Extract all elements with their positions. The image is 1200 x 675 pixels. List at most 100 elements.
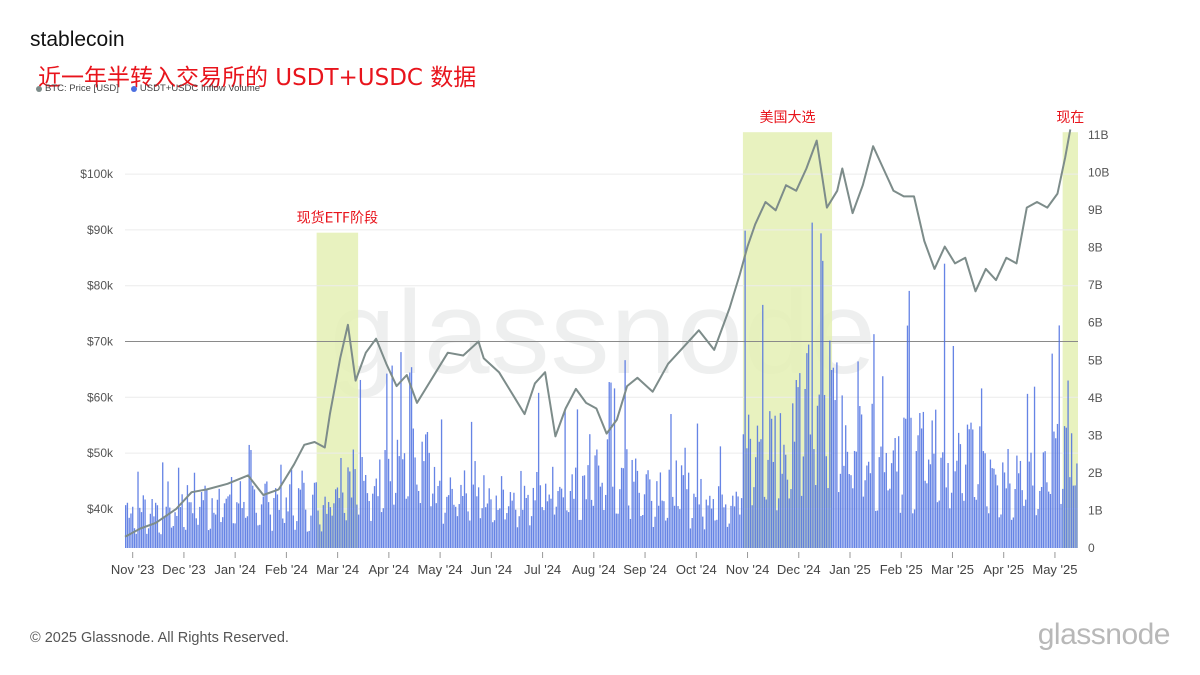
inflow-bar: [423, 461, 425, 548]
inflow-bar: [567, 512, 570, 548]
inflow-bar: [297, 488, 300, 548]
inflow-bar: [837, 492, 840, 548]
inflow-bar: [327, 502, 330, 548]
inflow-bar: [1017, 473, 1020, 548]
inflow-bar: [389, 481, 392, 548]
inflow-bar: [1014, 489, 1016, 548]
inflow-bar: [359, 379, 362, 548]
inflow-bar: [673, 505, 676, 548]
inflow-bar: [786, 479, 789, 548]
inflow-bar: [215, 514, 217, 548]
inflow-bar: [317, 510, 319, 548]
inflow-bar: [255, 512, 257, 548]
inflow-bar: [642, 515, 644, 548]
inflow-bar: [384, 450, 386, 548]
inflow-bar: [236, 502, 238, 548]
inflow-bar: [668, 469, 670, 548]
inflow-bar: [155, 502, 157, 548]
inflow-bar: [601, 482, 603, 548]
inflow-bar: [276, 494, 279, 548]
annotation-label: 现在: [1056, 110, 1084, 126]
inflow-bar: [776, 510, 778, 548]
inflow-bar: [931, 420, 933, 548]
inflow-bar: [972, 429, 974, 548]
inflow-bar: [273, 498, 275, 548]
inflow-bar: [130, 513, 132, 548]
inflow-bar: [737, 496, 739, 548]
y-right-tick-label: 0: [1088, 541, 1095, 555]
inflow-bar: [485, 507, 487, 548]
inflow-bar: [313, 482, 316, 548]
inflow-bar: [373, 486, 376, 548]
y-left-tick-label: $90k: [87, 223, 114, 237]
inflow-bar: [629, 518, 632, 548]
legend-item-inflow-volume[interactable]: USDT+USDC Inflow Volume: [130, 83, 260, 94]
inflow-bar: [1025, 499, 1027, 548]
inflow-bar: [230, 477, 233, 548]
inflow-bar: [380, 512, 383, 548]
inflow-bar: [1012, 517, 1015, 548]
inflow-bar: [222, 517, 224, 548]
inflow-bar: [723, 507, 725, 548]
inflow-bar: [541, 507, 543, 548]
inflow-bar: [428, 452, 430, 548]
inflow-bar: [753, 487, 755, 548]
inflow-bar: [597, 465, 600, 548]
inflow-bar: [901, 494, 903, 548]
inflow-bar: [968, 429, 970, 548]
inflow-bar: [942, 452, 944, 548]
inflow-bar: [292, 515, 294, 548]
inflow-bar: [133, 528, 136, 548]
inflow-bar: [749, 438, 752, 548]
inflow-bar: [860, 414, 863, 548]
inflow-bar: [829, 340, 831, 548]
inflow-bar: [140, 512, 143, 548]
annotation-label: 美国大选: [759, 110, 815, 126]
inflow-bar: [686, 489, 688, 548]
inflow-bar: [1010, 519, 1013, 548]
inflow-bar: [841, 395, 843, 548]
inflow-bar: [719, 446, 722, 548]
inflow-bar: [744, 230, 746, 548]
inflow-bar: [216, 499, 219, 548]
inflow-bar: [352, 449, 354, 548]
inflow-bar: [188, 502, 190, 548]
inflow-bar: [956, 460, 958, 548]
inflow-bar: [446, 496, 448, 548]
inflow-bar: [395, 492, 397, 548]
inflow-bar: [350, 497, 353, 548]
inflow-bar: [1069, 477, 1071, 548]
inflow-bar: [356, 504, 358, 548]
inflow-bar: [329, 507, 332, 548]
inflow-bar: [368, 501, 370, 548]
inflow-bar: [947, 463, 949, 548]
inflow-bar: [929, 464, 932, 548]
inflow-bar: [758, 441, 760, 548]
inflow-bar: [396, 439, 399, 548]
inflow-bar: [1005, 488, 1007, 548]
inflow-bar: [635, 458, 637, 548]
inflow-bar: [627, 505, 630, 548]
inflow-bar: [645, 474, 647, 548]
inflow-bar: [1051, 353, 1053, 548]
inflow-bar: [315, 482, 317, 548]
inflow-bar: [162, 462, 164, 548]
inflow-bar: [365, 474, 367, 548]
inflow-bar: [536, 471, 538, 548]
inflow-bar: [661, 500, 663, 548]
inflow-bar: [518, 516, 520, 548]
btc-price-line: [124, 129, 1072, 538]
inflow-bar: [892, 450, 895, 548]
inflow-bar: [769, 411, 771, 548]
inflow-bar: [504, 519, 506, 548]
legend-item-btc-price[interactable]: BTC: Price [USD]: [36, 83, 119, 94]
inflow-bar: [926, 483, 928, 548]
inflow-bar: [181, 494, 183, 548]
inflow-bar: [1056, 423, 1059, 548]
inflow-bar: [954, 471, 956, 548]
inflow-bar: [165, 506, 167, 548]
inflow-bar: [915, 451, 917, 548]
inflow-bar: [529, 525, 531, 548]
inflow-bar: [543, 510, 545, 548]
